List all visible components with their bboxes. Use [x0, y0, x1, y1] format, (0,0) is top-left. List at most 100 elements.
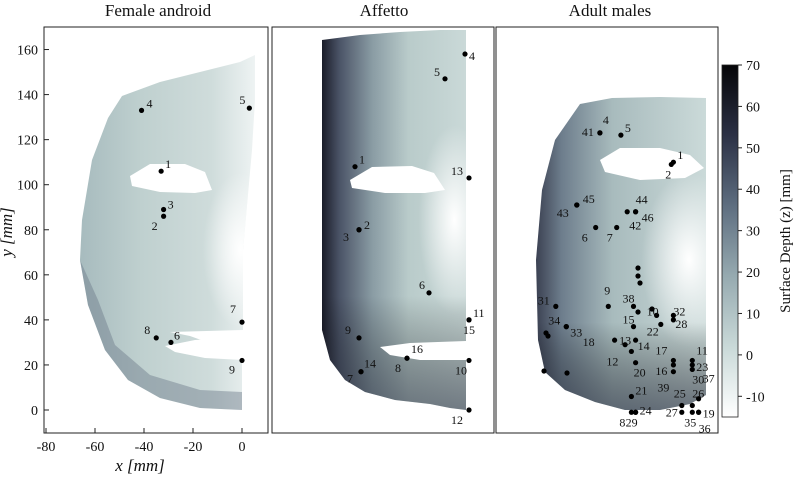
- landmark-label: 15: [623, 313, 635, 327]
- face-shadow: [80, 260, 242, 410]
- landmark-label: 12: [451, 413, 463, 427]
- landmark-point: [462, 51, 468, 57]
- colorbar-tick-label: 0: [746, 349, 753, 364]
- landmark-label: 46: [642, 211, 654, 225]
- landmark-point: [649, 306, 655, 312]
- landmark-label: 25: [674, 386, 686, 400]
- landmark-point: [658, 321, 664, 327]
- landmark-label: 21: [635, 383, 647, 397]
- landmark-point: [553, 303, 559, 309]
- landmark-point: [670, 362, 677, 368]
- landmark-point: [670, 312, 677, 318]
- panel-title-female-android: Female android: [105, 1, 212, 20]
- landmark-label: 36: [699, 421, 711, 435]
- landmark-label: 20: [634, 366, 646, 380]
- landmark-label: 33: [570, 326, 582, 340]
- landmark-point: [466, 407, 472, 413]
- landmark-point: [356, 227, 362, 233]
- landmark-point: [689, 357, 695, 364]
- landmark-point: [630, 324, 637, 330]
- landmark-point: [404, 355, 410, 361]
- landmark-point: [635, 265, 641, 271]
- landmark-point: [158, 168, 164, 174]
- landmark-point: [633, 209, 639, 215]
- landmark-point: [628, 393, 635, 400]
- x-tick-label: -80: [37, 440, 56, 455]
- landmark-point: [670, 357, 677, 364]
- colorbar-tick-label: 40: [746, 183, 760, 198]
- landmark-point: [622, 342, 628, 348]
- landmark-label: 11: [473, 306, 485, 320]
- landmark-label: 3: [343, 230, 349, 244]
- landmark-point: [564, 370, 570, 376]
- landmark-label: 34: [548, 314, 560, 328]
- landmark-label: 2: [665, 167, 671, 181]
- landmark-point: [239, 319, 245, 325]
- landmark-point: [633, 337, 639, 343]
- landmark-point: [563, 324, 569, 330]
- landmark-point: [696, 396, 702, 402]
- x-ticks: -80 -60 -40 -20 0: [37, 428, 246, 455]
- landmark-label: 3: [168, 197, 174, 211]
- landmark-label: 14: [638, 339, 650, 353]
- landmark-label: 23: [696, 360, 708, 374]
- landmark-point: [161, 213, 167, 219]
- x-tick-label: -40: [135, 440, 154, 455]
- landmark-label: 4: [603, 113, 609, 127]
- landmark-label: 1: [677, 148, 683, 162]
- landmark-label: 8: [619, 415, 625, 429]
- panel-title-adult-males: Adult males: [569, 1, 652, 20]
- landmark-point: [426, 290, 432, 296]
- landmark-point: [545, 333, 551, 339]
- landmark-label: 13: [451, 164, 463, 178]
- landmark-label: 9: [229, 362, 235, 376]
- landmark-label: 4: [469, 49, 475, 63]
- landmark-point: [466, 317, 472, 323]
- x-tick-label: -20: [184, 440, 203, 455]
- y-tick-label: 60: [24, 269, 38, 284]
- landmark-point: [605, 303, 611, 309]
- y-tick-label: 80: [24, 224, 38, 239]
- eye-hole: [130, 164, 212, 193]
- landmark-label: 7: [230, 302, 236, 316]
- landmark-point: [689, 402, 695, 409]
- landmark-label: 43: [557, 206, 569, 220]
- landmark-label: 39: [657, 381, 669, 395]
- landmark-point: [574, 202, 580, 208]
- y-tick-label: 160: [17, 44, 38, 59]
- panel-adult-males: 1244154345444642763193810322822153433181…: [495, 26, 719, 435]
- landmark-label: 17: [655, 343, 667, 357]
- landmark-point: [541, 368, 547, 374]
- landmark-label: 2: [152, 219, 158, 233]
- landmark-point: [597, 130, 603, 136]
- x-tick-label: 0: [239, 440, 246, 455]
- landmark-label: 22: [647, 324, 659, 338]
- landmark-point: [633, 360, 639, 366]
- adult-males-points: 1244154345444642763193810322822153433181…: [538, 113, 715, 435]
- landmark-label: 5: [239, 93, 245, 107]
- landmark-label: 24: [640, 403, 652, 417]
- colorbar-tick-label: 70: [746, 59, 760, 74]
- x-tick-label: -60: [86, 440, 105, 455]
- landmark-label: 30: [692, 372, 704, 386]
- landmark-label: 15: [463, 323, 475, 337]
- landmark-label: 7: [607, 231, 613, 245]
- landmark-label: 11: [696, 343, 708, 357]
- landmark-point: [696, 409, 702, 415]
- ylabel: y [mm]: [0, 207, 16, 259]
- colorbar: -10 0 10 20 30 40 50 60 70 Surface Depth (z) [mm…: [721, 59, 794, 418]
- landmark-point: [593, 224, 599, 231]
- landmark-label: 28: [675, 317, 687, 331]
- landmark-point: [630, 303, 637, 309]
- landmark-label: 19: [703, 406, 715, 420]
- landmark-label: 4: [147, 96, 153, 110]
- landmark-label: 1: [359, 153, 365, 167]
- landmark-point: [689, 362, 695, 368]
- landmark-label: 10: [455, 363, 467, 377]
- colorbar-tick-label: 30: [746, 225, 760, 240]
- face-shadow: [322, 30, 466, 410]
- mouth-hole: [165, 337, 243, 360]
